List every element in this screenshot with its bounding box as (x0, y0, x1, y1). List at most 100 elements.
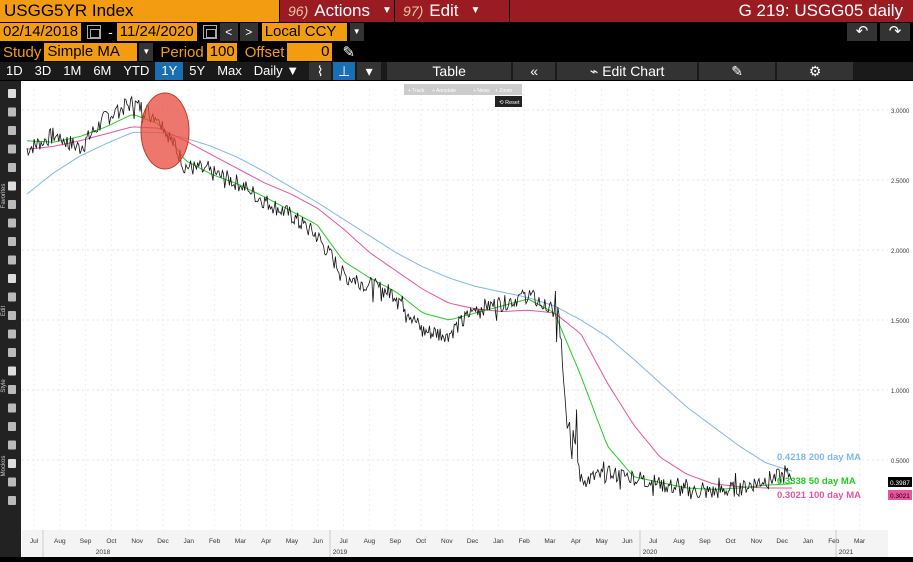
x-tick-label: Jan (184, 538, 195, 545)
chevron-down-icon[interactable]: ▼ (349, 23, 364, 41)
next-period-button[interactable]: > (239, 23, 258, 41)
price-chart[interactable]: Favorites Edit Style Mockos 3.0000 2.5000 2.00… (0, 81, 913, 557)
offset-input[interactable]: 0 (287, 43, 333, 61)
range-1m[interactable]: 1M (63, 63, 82, 78)
200-day-ma-line (26, 131, 793, 472)
x-tick-label: Mar (854, 538, 866, 545)
magnet-icon[interactable] (8, 403, 16, 413)
cursor-icon[interactable] (8, 385, 16, 394)
range-ytd[interactable]: YTD (123, 63, 150, 78)
palette-icon[interactable] (8, 440, 16, 450)
x-tick-label: Jun (313, 538, 324, 545)
vertical-line-icon[interactable] (8, 274, 16, 283)
sidebar-section-label: Favorites (1, 184, 7, 209)
pointer-icon[interactable] (8, 89, 16, 98)
gear-icon[interactable]: ⚙ (777, 62, 854, 80)
reset-button[interactable] (495, 96, 522, 107)
range-max[interactable]: Max (217, 63, 242, 78)
edit-chart-label: Edit Chart (602, 63, 665, 79)
undo-button[interactable]: ↶ (847, 23, 877, 41)
x-tick-label: Oct (106, 538, 116, 545)
trash-icon[interactable] (8, 329, 16, 339)
study-label: Study (3, 43, 42, 61)
y-tick-label: 1.0000 (891, 389, 910, 395)
arrow-tool-icon[interactable] (8, 126, 16, 135)
range-1d[interactable]: 1D (6, 63, 23, 78)
y-tick-label: 2.0000 (891, 249, 910, 255)
x-tick-label: Apr (571, 538, 582, 545)
pencil-icon[interactable] (8, 200, 16, 209)
range-1y[interactable]: 1Y (155, 62, 184, 80)
actions-menu[interactable]: 96) Actions ▼ (280, 0, 395, 22)
fib-tool-icon[interactable] (8, 144, 16, 154)
prev-period-button[interactable]: < (219, 23, 238, 41)
edit-note-icon[interactable]: ✎ (699, 62, 776, 80)
x-tick-label: Jan (803, 538, 814, 545)
range-6m[interactable]: 6M (93, 63, 112, 78)
y-tick-label: 3.0000 (891, 109, 910, 115)
x-tick-label: Jan (493, 538, 504, 545)
table-button[interactable]: Table (387, 62, 512, 80)
settings-icon[interactable] (8, 477, 16, 487)
interval-select[interactable]: Daily ▼ (248, 62, 305, 80)
horizontal-line-icon[interactable] (8, 255, 16, 265)
annotate-button[interactable]: + Annotate (432, 88, 456, 94)
line-tool-icon[interactable] (8, 107, 16, 117)
chevron-down-icon[interactable]: ▾ (357, 62, 382, 80)
x-tick-label: Dec (467, 538, 479, 545)
edit-menu[interactable]: 97) Edit ▼ (395, 0, 510, 22)
pencil-icon[interactable]: ✎ (342, 44, 356, 61)
chart-icon: ⌁ (589, 63, 599, 79)
news-button[interactable]: + News (473, 88, 490, 94)
chart-area[interactable]: Favorites Edit Style Mockos 3.0000 2.5000 2.00… (0, 81, 913, 557)
edit-chart-button[interactable]: ⌁ Edit Chart (557, 62, 698, 80)
security-title: G 219: USGG05 daily (510, 0, 913, 22)
zoom-button[interactable]: + Zoom (495, 88, 512, 94)
x-tick-label: May (595, 538, 608, 545)
redo-button[interactable]: ↷ (880, 23, 910, 41)
period-input[interactable]: 100 (206, 43, 237, 61)
lock-icon[interactable] (8, 366, 16, 376)
ruler-icon[interactable] (8, 292, 16, 302)
zoom-icon[interactable] (8, 422, 16, 431)
end-date-field[interactable]: 11/24/2020 (116, 23, 197, 41)
100-day-ma-line (26, 126, 792, 489)
box-icon[interactable] (8, 459, 16, 468)
channel-tool-icon[interactable] (8, 181, 16, 191)
gear-icon[interactable] (8, 496, 16, 505)
calendar-icon[interactable] (202, 25, 217, 39)
x-tick-label: Feb (519, 538, 531, 545)
x-tick-label: Mar (544, 538, 556, 545)
undo-icon: ↶ (855, 23, 869, 40)
hline-icon[interactable] (8, 311, 16, 320)
range-3d[interactable]: 3D (34, 63, 52, 78)
calendar-icon[interactable] (87, 25, 102, 39)
study-select[interactable]: Simple MA (44, 43, 138, 61)
line-chart-icon[interactable]: ⌇ (309, 62, 332, 80)
eye-icon[interactable] (8, 348, 16, 357)
x-tick-label: Mar (235, 538, 247, 545)
brush-icon[interactable] (8, 218, 16, 228)
start-date-field[interactable]: 02/14/2018 (0, 23, 82, 41)
collapse-left-icon[interactable]: « (513, 62, 556, 80)
sidebar-section-label: Style (1, 379, 7, 393)
redo-icon: ↷ (888, 23, 902, 40)
y-tick-label: 2.5000 (891, 179, 910, 185)
measure-icon[interactable] (8, 237, 16, 246)
highlight-annotation (140, 92, 190, 170)
candle-chart-icon[interactable]: ⊥ (333, 62, 356, 80)
sidebar-section-label: Edit (1, 306, 7, 317)
ma100-tag-label: 0.3021 (890, 493, 910, 500)
range-5y[interactable]: 5Y (189, 63, 206, 78)
chevron-down-icon[interactable]: ▼ (139, 43, 154, 61)
track-button[interactable]: + Track (408, 88, 425, 94)
ticker-field[interactable]: USGG5YR Index (0, 0, 280, 22)
date-separator: - (108, 24, 113, 40)
x-tick-label: Sep (80, 538, 92, 545)
text-tool-icon[interactable] (8, 163, 16, 172)
x-tick-label: Feb (828, 538, 840, 545)
currency-select[interactable]: Local CCY (261, 23, 347, 41)
x-tick-label: Sep (699, 538, 711, 545)
x-tick-label: Oct (416, 538, 426, 545)
year-label: 2018 (96, 549, 111, 556)
